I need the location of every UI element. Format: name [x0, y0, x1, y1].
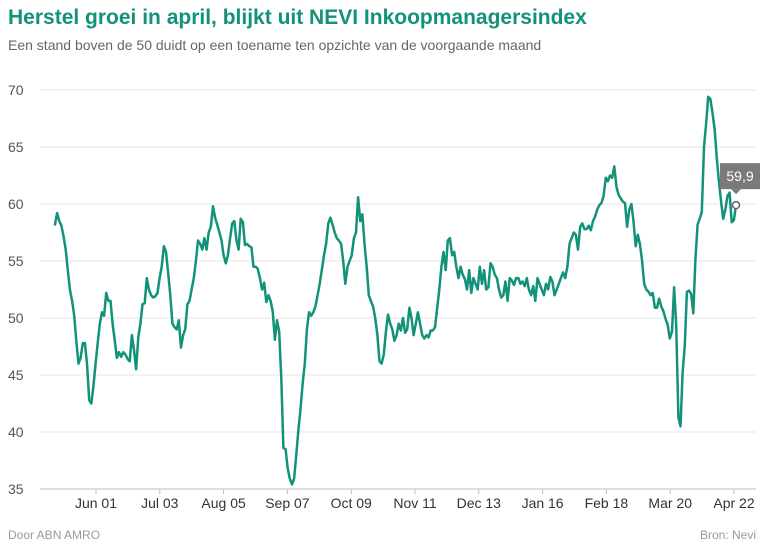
y-tick-label-55: 55 [8, 253, 24, 269]
x-tick-label: Oct 09 [331, 495, 372, 511]
last-point-marker [731, 200, 741, 210]
x-tick-label: Jul 03 [141, 495, 179, 511]
x-tick-label: Sep 07 [265, 495, 310, 511]
footer-credit: Door ABN AMRO [8, 528, 101, 542]
value-tooltip-label: 59,9 [726, 168, 753, 184]
x-tick-label: Mar 20 [648, 495, 692, 511]
footer-source: Bron: Nevi [699, 528, 756, 542]
x-tick-label: Jun 01 [75, 495, 117, 511]
value-tooltip-pointer [731, 189, 741, 195]
value-tooltip-box [720, 163, 760, 190]
x-tick-label: Nov 11 [393, 495, 437, 511]
series-line [53, 95, 738, 486]
y-tick-label-70: 70 [8, 82, 24, 98]
x-tick-label: Apr 22 [713, 495, 754, 511]
x-tick-label: Feb 18 [585, 495, 629, 511]
y-tick-label-65: 65 [8, 139, 24, 155]
chart-title: Herstel groei in april, blijkt uit NEVI … [8, 6, 587, 29]
chart-subtitle: Een stand boven de 50 duidt op een toena… [8, 37, 542, 53]
y-tick-label-60: 60 [8, 196, 24, 212]
y-tick-label-50: 50 [8, 310, 24, 326]
y-tick-label-40: 40 [8, 424, 24, 440]
x-tick-label: Aug 05 [201, 495, 246, 511]
x-tick-label: Dec 13 [457, 495, 502, 511]
x-tick-label: Jan 16 [522, 495, 564, 511]
y-tick-label-45: 45 [8, 367, 24, 383]
y-tick-label-35: 35 [8, 481, 24, 497]
